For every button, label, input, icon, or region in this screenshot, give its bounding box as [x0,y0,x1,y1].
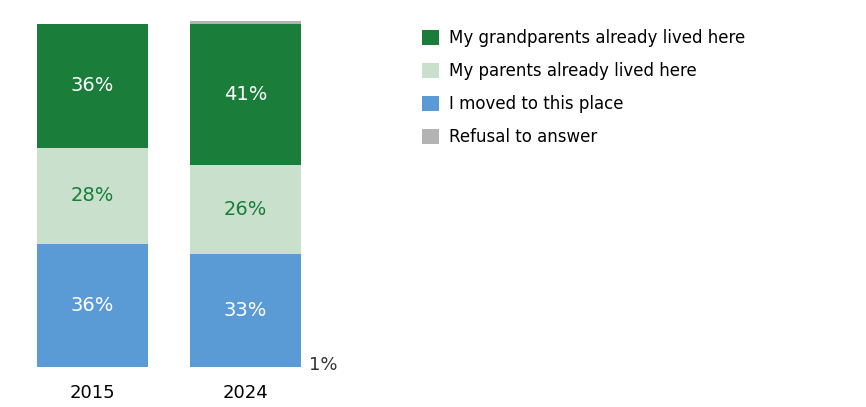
Text: 2015: 2015 [69,384,115,402]
Text: 36%: 36% [70,77,113,95]
Text: 26%: 26% [223,200,268,219]
Bar [191,21,301,24]
Bar [36,148,147,244]
Text: 1%: 1% [309,357,338,374]
Bar [36,244,147,367]
Text: 41%: 41% [223,85,268,104]
Bar [191,24,301,165]
Bar [36,24,147,148]
Text: 33%: 33% [223,301,268,320]
Text: 2024: 2024 [223,384,268,402]
Legend: My grandparents already lived here, My parents already lived here, I moved to th: My grandparents already lived here, My p… [416,22,752,153]
Bar [191,254,301,367]
Bar [191,165,301,254]
Text: 28%: 28% [70,186,113,205]
Text: 36%: 36% [70,296,113,315]
